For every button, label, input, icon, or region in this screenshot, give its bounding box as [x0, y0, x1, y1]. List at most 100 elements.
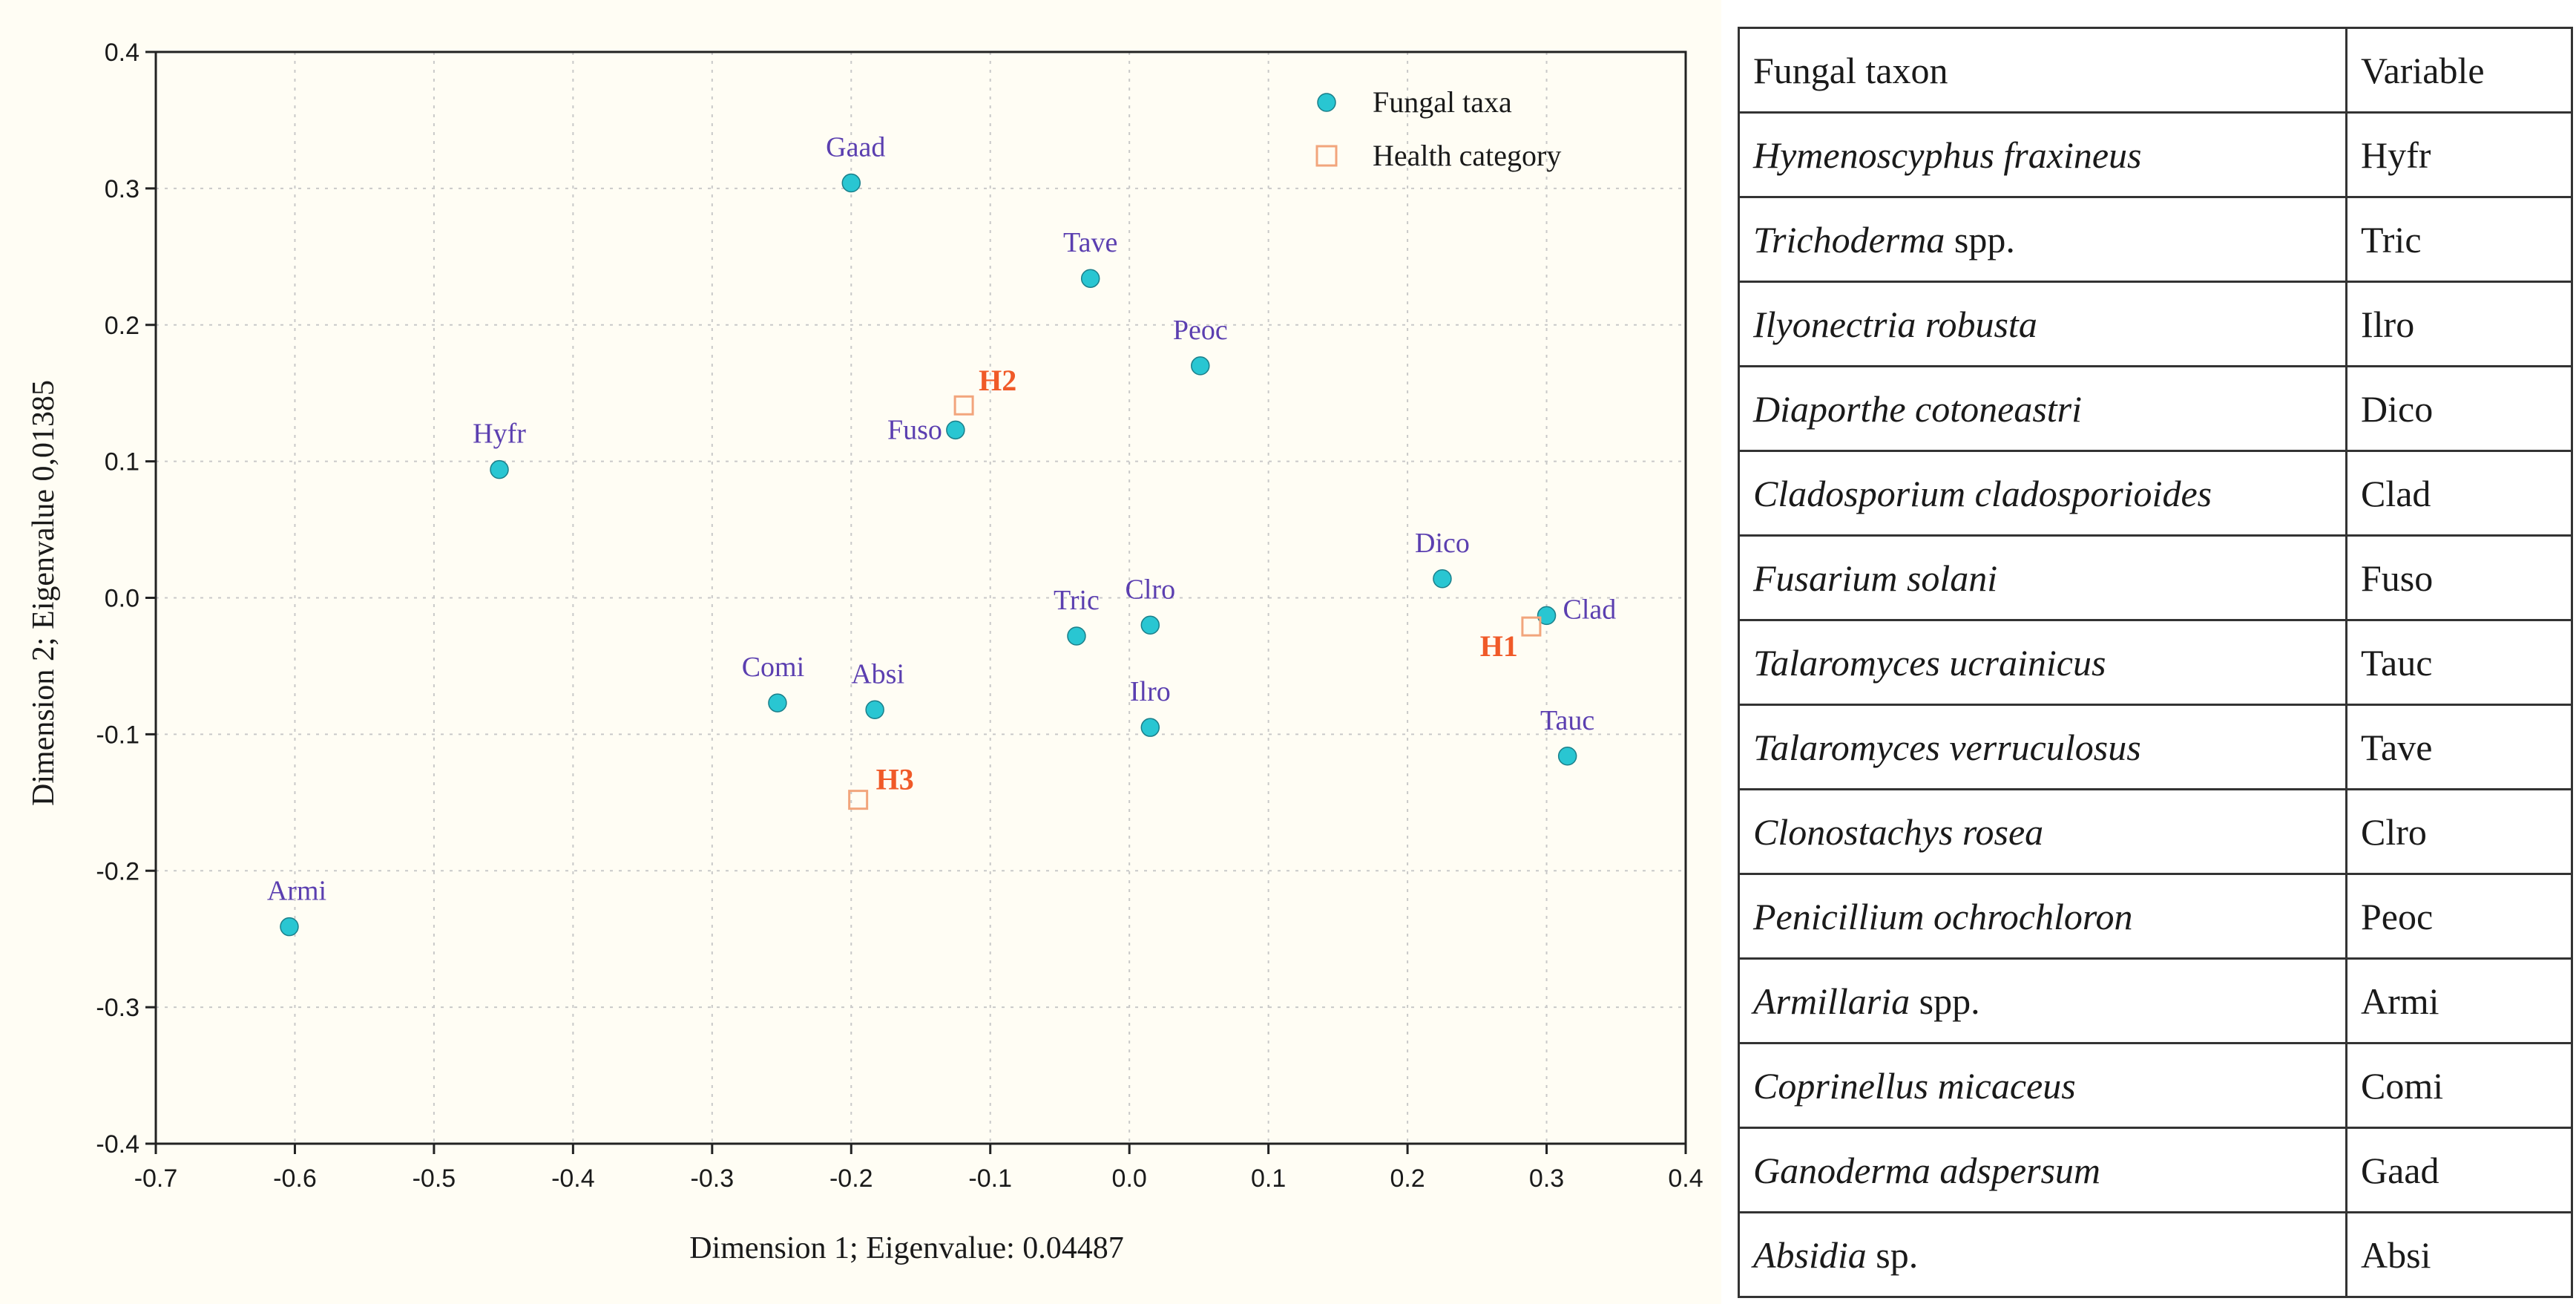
y-tick-label: 0.2	[105, 312, 139, 340]
taxon-name: Ilyonectria robusta	[1753, 303, 2037, 345]
taxon-cell: Penicillium ochrochloron	[1738, 873, 2347, 960]
fungal-taxon-point	[768, 693, 787, 712]
fungal-taxon-label: Peoc	[1173, 315, 1228, 346]
taxon-cell: Trichoderma spp.	[1738, 196, 2347, 283]
table-header-row: Fungal taxon Variable	[1738, 27, 2573, 114]
variable-code-cell: Tave	[2345, 704, 2573, 790]
fungal-taxon-point	[280, 917, 299, 937]
x-tick-label: 0.3	[1529, 1164, 1564, 1193]
taxon-cell: Talaromyces verruculosus	[1738, 704, 2347, 790]
fungal-taxon-point	[1557, 747, 1577, 766]
table-row: Fusarium solani Fuso	[1738, 534, 2573, 621]
taxon-cell: Armillaria spp.	[1738, 957, 2347, 1044]
table-row: Cladosporium cladosporioides Clad	[1738, 450, 2573, 537]
x-tick-label: -0.1	[968, 1164, 1012, 1193]
variable-code-cell: Armi	[2345, 957, 2573, 1044]
variable-code-cell: Clro	[2345, 788, 2573, 875]
taxon-suffix: spp.	[1910, 980, 1980, 1022]
axis-ticks: -0.7 -0.6 -0.5 -0.4 -0.3 -0.2 -0.1 0.0 0.1 0.2 0.3…	[96, 39, 1703, 1193]
taxon-name: Absidia	[1753, 1233, 1867, 1276]
y-tick-label: 0.1	[105, 448, 139, 476]
fungal-taxon-label: Tave	[1063, 227, 1117, 258]
fungal-taxon-label: Tric	[1054, 585, 1100, 616]
fungal-taxon-point	[1433, 569, 1452, 589]
taxon-name: Armillaria	[1753, 980, 1910, 1022]
table-row: Ilyonectria robusta Ilro	[1738, 281, 2573, 367]
table-row: Ganoderma adspersum Gaad	[1738, 1127, 2573, 1213]
taxon-name: Cladosporium cladosporioides	[1753, 472, 2212, 514]
table-row: Absidia sp. Absi	[1738, 1211, 2573, 1298]
taxon-cell: Diaporthe cotoneastri	[1738, 365, 2347, 452]
taxon-cell: Ganoderma adspersum	[1738, 1127, 2347, 1213]
taxon-name: Hymenoscyphus fraxineus	[1753, 134, 2142, 176]
table-row: Talaromyces verruculosus Tave	[1738, 704, 2573, 790]
variable-code-cell: Clad	[2345, 450, 2573, 537]
y-tick-label: 0.3	[105, 175, 139, 203]
table-row: Diaporthe cotoneastri Dico	[1738, 365, 2573, 452]
scatter-chart: -0.7 -0.6 -0.5 -0.4 -0.3 -0.2 -0.1 0.0 0.1 0.2 0.3…	[0, 0, 1721, 1304]
fungal-taxon-point	[1537, 606, 1557, 626]
taxon-name: Ganoderma adspersum	[1753, 1149, 2101, 1191]
taxon-cell: Fusarium solani	[1738, 534, 2347, 621]
variable-code-cell: Ilro	[2345, 281, 2573, 367]
taxon-name: Trichoderma	[1753, 218, 1945, 261]
taxon-suffix: sp.	[1866, 1233, 1919, 1276]
taxon-cell: Ilyonectria robusta	[1738, 281, 2347, 367]
data-points: Gaad Tave Peoc Fuso Hyfr Dico Clad Tric Clro Comi…	[267, 132, 1616, 937]
health-category-point	[1521, 616, 1542, 637]
variable-code-cell: Peoc	[2345, 873, 2573, 960]
variable-code-cell: Hyfr	[2345, 111, 2573, 198]
health-category-point	[848, 790, 869, 810]
grid	[156, 52, 1686, 1144]
fungal-taxon-point	[1080, 269, 1100, 288]
x-tick-label: 0.4	[1668, 1164, 1703, 1193]
health-category-point	[953, 395, 974, 416]
variable-code-cell: Comi	[2345, 1042, 2573, 1129]
table-row: Clonostachys rosea Clro	[1738, 788, 2573, 875]
variable-code-cell: Tauc	[2345, 619, 2573, 706]
fungal-taxon-label: Tauc	[1540, 705, 1594, 736]
table-row: Talaromyces ucrainicus Tauc	[1738, 619, 2573, 706]
variable-code-cell: Gaad	[2345, 1127, 2573, 1213]
taxon-name: Clonostachys rosea	[1753, 810, 2044, 853]
fungal-taxon-point	[946, 420, 965, 440]
variable-code-cell: Tric	[2345, 196, 2573, 283]
table-row: Armillaria spp. Armi	[1738, 957, 2573, 1044]
taxon-cell: Talaromyces ucrainicus	[1738, 619, 2347, 706]
taxon-name: Fusarium solani	[1753, 557, 1998, 599]
taxon-cell: Hymenoscyphus fraxineus	[1738, 111, 2347, 198]
table-header-taxon: Fungal taxon	[1738, 27, 2347, 114]
x-tick-label: -0.4	[551, 1164, 595, 1193]
variable-code-cell: Absi	[2345, 1211, 2573, 1298]
fungal-taxon-label: Dico	[1415, 528, 1470, 559]
legend-square-icon	[1315, 145, 1338, 167]
health-category-label: H1	[1480, 629, 1518, 663]
legend-circle-icon	[1317, 93, 1336, 112]
variable-code-cell: Fuso	[2345, 534, 2573, 621]
taxa-table: Fungal taxon Variable Hymenoscyphus frax…	[1738, 27, 2573, 1298]
y-tick-label: 0.4	[105, 39, 139, 67]
x-tick-label: -0.7	[134, 1164, 178, 1193]
fungal-taxon-label: Absi	[851, 658, 904, 689]
fungal-taxon-label: Armi	[267, 876, 326, 907]
y-axis-label: Dimension 2; Eigenvalue 0,01385	[27, 380, 61, 806]
fungal-taxon-label: Comi	[742, 652, 804, 683]
x-tick-label: 0.2	[1390, 1164, 1425, 1193]
fungal-taxon-label: Fuso	[887, 414, 942, 445]
x-tick-label: -0.3	[691, 1164, 735, 1193]
fungal-taxon-point	[841, 173, 861, 193]
x-tick-label: -0.6	[273, 1164, 317, 1193]
taxon-name: Talaromyces ucrainicus	[1753, 641, 2106, 684]
x-tick-label: 0.1	[1251, 1164, 1286, 1193]
taxon-name: Penicillium ochrochloron	[1753, 895, 2133, 937]
fungal-taxon-label: Clro	[1126, 574, 1176, 605]
table-header-variable: Variable	[2345, 27, 2573, 114]
taxon-name: Coprinellus micaceus	[1753, 1064, 2076, 1107]
fungal-taxon-point	[1191, 356, 1210, 376]
fungal-taxon-point	[490, 459, 509, 479]
fungal-taxon-label: Ilro	[1130, 676, 1171, 707]
fungal-taxon-point	[865, 700, 884, 720]
taxon-name: Diaporthe cotoneastri	[1753, 387, 2083, 430]
y-tick-label: -0.3	[96, 994, 139, 1022]
y-tick-label: -0.1	[96, 721, 139, 749]
